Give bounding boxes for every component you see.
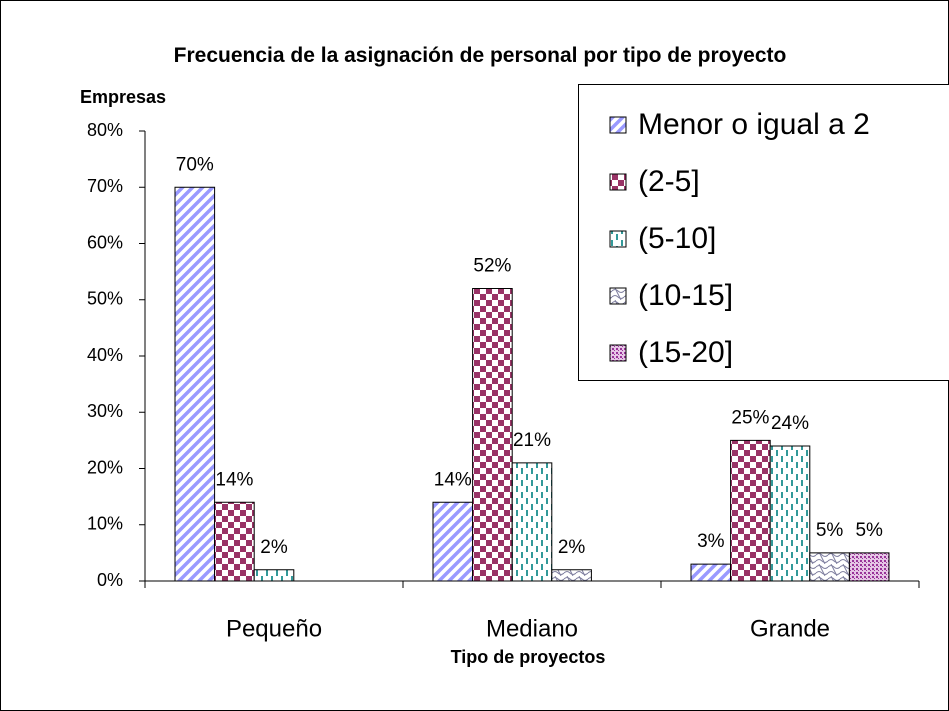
data-label: 24% [771, 413, 809, 434]
legend-label: (5-10] [638, 222, 716, 255]
legend-label: (15-20] [638, 336, 733, 369]
y-tick-label: 0% [97, 570, 123, 590]
chart-title: Frecuencia de la asignación de personal … [173, 44, 787, 67]
bar [253, 569, 295, 582]
y-tick-label: 70% [87, 176, 123, 196]
bar [769, 445, 811, 582]
y-tick-label: 60% [87, 232, 123, 252]
data-label: 5% [855, 520, 883, 541]
legend-label: Menor o igual a 2 [638, 108, 870, 141]
y-tick-label: 40% [87, 345, 123, 365]
y-axis-label: Empresas [80, 87, 166, 107]
bar [848, 552, 890, 582]
legend-swatch [609, 230, 627, 248]
bar [690, 563, 732, 582]
legend-swatch [609, 173, 627, 191]
legend-label: (10-15] [638, 279, 733, 312]
x-tick-label: Mediano [486, 615, 578, 642]
data-label: 52% [473, 256, 511, 277]
legend-box [578, 84, 949, 381]
x-axis-label: Tipo de proyectos [451, 647, 606, 667]
legend-swatch [609, 116, 627, 134]
bar [551, 569, 592, 582]
data-label: 2% [260, 537, 288, 558]
data-label: 14% [215, 469, 253, 490]
legend-swatch [609, 344, 627, 362]
bar [511, 462, 553, 582]
data-label: 2% [558, 537, 586, 558]
legend-label: (2-5] [638, 165, 700, 198]
legend: Menor o igual a 2 (2-5] (5-10] (10-15] (15-2… [578, 84, 949, 381]
bar [809, 552, 850, 582]
y-tick-label: 80% [87, 120, 123, 140]
y-tick-label: 30% [87, 401, 123, 421]
data-label: 25% [731, 407, 769, 428]
data-label: 5% [816, 520, 844, 541]
data-label: 21% [513, 430, 551, 451]
data-label: 14% [434, 469, 472, 490]
x-tick-label: Pequeño [226, 615, 322, 642]
data-label: 3% [697, 531, 725, 552]
x-tick-label: Grande [750, 615, 830, 642]
bar [472, 288, 513, 582]
y-tick-label: 50% [87, 289, 123, 309]
bar [730, 439, 771, 582]
bar [432, 501, 474, 582]
y-tick-label: 10% [87, 514, 123, 534]
data-label: 70% [176, 154, 214, 175]
bar [214, 501, 255, 582]
bar [174, 186, 216, 582]
y-tick-label: 20% [87, 457, 123, 477]
legend-swatch [609, 287, 627, 305]
